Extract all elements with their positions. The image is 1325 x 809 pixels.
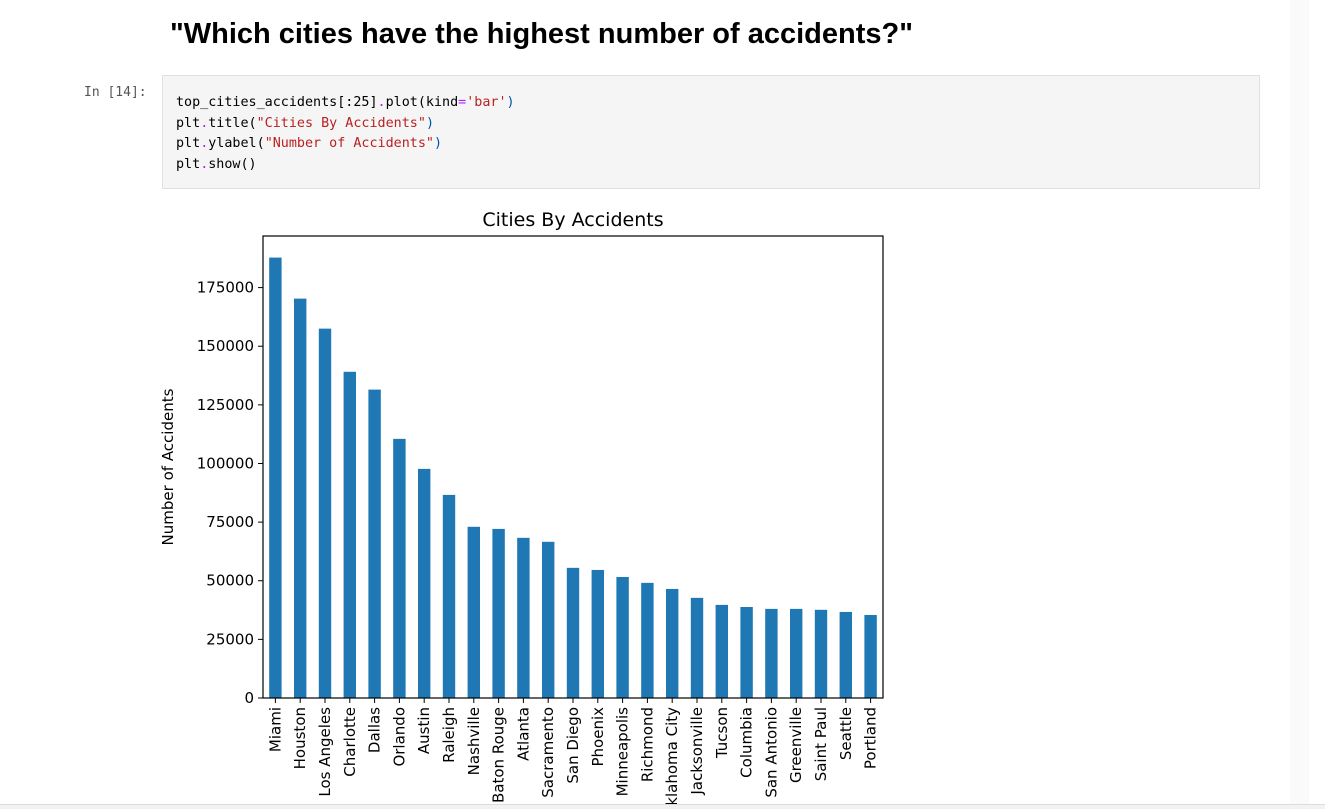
x-tick-label: Sacramento (539, 707, 557, 798)
y-tick-label: 25000 (206, 630, 254, 648)
x-tick-label: Portland (862, 707, 880, 769)
bar-saint-paul (814, 609, 828, 698)
bar-columbia (740, 607, 753, 698)
bar-raleigh (442, 494, 456, 698)
y-tick-label: 175000 (197, 279, 254, 297)
bar-atlanta (517, 537, 530, 698)
x-tick-label: Jacksonville (688, 707, 706, 796)
code-line: plt.ylabel("Number of Accidents") (176, 136, 443, 151)
y-tick-label: 125000 (197, 396, 254, 414)
plot-frame (262, 235, 884, 699)
x-tick-label: Houston (291, 707, 309, 769)
section-heading: "Which cities have the highest number of… (170, 18, 913, 50)
x-tick-label: Orlando (390, 707, 408, 767)
bar-dallas (368, 389, 381, 698)
y-axis-label: Number of Accidents (159, 388, 177, 545)
y-tick-label: 150000 (197, 337, 254, 355)
bar-tucson (715, 604, 728, 698)
bar-phoenix (591, 569, 604, 698)
horizontal-scrollbar[interactable] (0, 804, 1325, 809)
code-line: top_cities_accidents[:25].plot(kind='bar… (176, 95, 515, 110)
x-tick-label: Miami (266, 707, 284, 752)
bar-sacramento (542, 541, 555, 698)
y-tick-label: 50000 (206, 572, 254, 590)
code-line: plt.show() (176, 156, 257, 172)
x-tick-label: San Diego (564, 707, 582, 784)
x-tick-label: Raleigh (440, 707, 458, 763)
cell-prompt: In [14]: (84, 85, 147, 100)
bar-orlando (393, 438, 406, 698)
bar-richmond (641, 582, 654, 698)
bar-oklahoma-city (666, 588, 679, 698)
bar-seattle (839, 611, 852, 698)
x-tick-label: Oklahoma City (663, 707, 681, 804)
x-tick-label: Phoenix (589, 707, 607, 767)
bar-houston (294, 298, 307, 698)
bar-greenville (790, 608, 803, 698)
x-tick-label: Dallas (366, 707, 384, 753)
x-tick-label: Seattle (837, 707, 855, 760)
bar-nashville (467, 526, 480, 698)
y-tick-label: 75000 (206, 513, 254, 531)
bar-miami (269, 257, 282, 698)
bar-portland (864, 614, 877, 698)
x-tick-label: San Antonio (762, 707, 780, 798)
bar-san-antonio (765, 608, 778, 698)
chart-title: Cities By Accidents (482, 209, 663, 231)
x-tick-label: Charlotte (341, 707, 359, 777)
x-tick-label: Baton Rouge (490, 707, 508, 803)
x-tick-label: Nashville (465, 707, 483, 775)
bar-baton-rouge (492, 528, 505, 698)
x-tick-label: Greenville (787, 707, 805, 783)
x-tick-label: Austin (415, 707, 433, 754)
x-tick-label: Columbia (738, 707, 756, 778)
bar-minneapolis (616, 576, 629, 698)
bar-austin (418, 468, 431, 698)
bar-charlotte (343, 371, 356, 698)
code-line: plt.title("Cities By Accidents") (176, 115, 434, 131)
x-tick-label: Minneapolis (614, 707, 632, 797)
x-tick-label: Saint Paul (812, 707, 830, 781)
bar-san-diego (566, 567, 580, 698)
x-tick-label: Richmond (638, 707, 656, 782)
code-cell[interactable]: top_cities_accidents[:25].plot(kind='bar… (162, 75, 1260, 189)
x-tick-label: Los Angeles (316, 707, 334, 797)
x-tick-label: Atlanta (514, 707, 532, 761)
y-tick-label: 100000 (197, 454, 254, 472)
x-tick-label: Tucson (713, 707, 731, 759)
bar-jacksonville (690, 597, 704, 698)
bar-los-angeles (318, 328, 332, 698)
scrollbar-track[interactable] (1290, 0, 1309, 805)
y-tick-label: 0 (244, 689, 254, 707)
